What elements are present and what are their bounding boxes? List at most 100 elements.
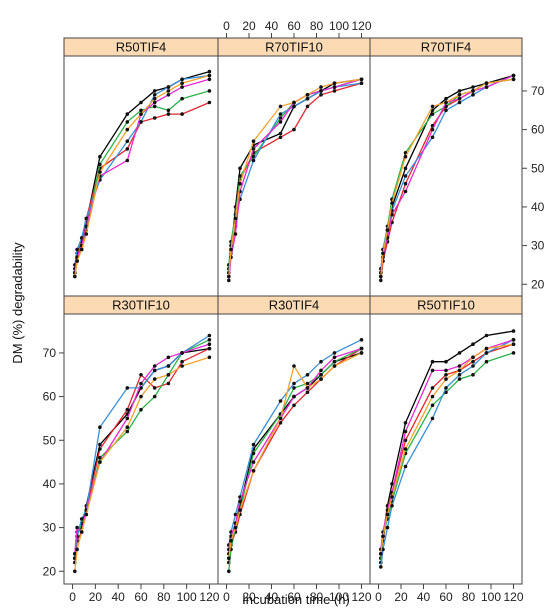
data-point (207, 338, 212, 342)
data-point (139, 120, 143, 124)
series-line (74, 78, 210, 273)
data-point (444, 386, 448, 390)
data-point (305, 373, 310, 377)
data-point (319, 373, 323, 377)
data-point (319, 93, 323, 97)
x-tick-label: 100 (177, 590, 197, 604)
data-point (251, 154, 256, 159)
data-point (359, 338, 364, 342)
data-point (75, 247, 79, 252)
x-tick-label: 0 (375, 590, 382, 604)
data-point (305, 386, 310, 390)
series-line (228, 82, 362, 273)
data-point (207, 342, 212, 347)
data-point (152, 386, 157, 390)
data-point (251, 442, 256, 447)
series-line (380, 330, 514, 554)
data-point (292, 394, 296, 399)
x-tick-label: 80 (157, 590, 171, 604)
data-point (403, 174, 408, 178)
data-point (207, 89, 212, 93)
data-point (292, 100, 296, 105)
data-point (484, 351, 489, 355)
y-tick-label: 30 (43, 521, 57, 535)
data-point (444, 373, 448, 377)
data-point (457, 373, 462, 377)
x-tick-label: 80 (310, 19, 324, 33)
data-point (305, 93, 310, 97)
data-point (251, 451, 256, 456)
data-point (227, 569, 231, 574)
data-point (139, 108, 143, 113)
y-tick-label: 40 (531, 200, 545, 214)
data-point (430, 416, 435, 421)
data-point (430, 104, 435, 109)
data-point (319, 359, 323, 364)
data-point (152, 364, 157, 368)
panel-frame (369, 55, 523, 297)
data-point (152, 377, 157, 381)
data-point (152, 96, 157, 101)
panel-strip-label: R50TIF4 (116, 40, 167, 55)
data-point (229, 538, 233, 543)
data-point (125, 416, 130, 421)
data-point (403, 181, 408, 186)
panel-R50TIF10: R50TIF10 (369, 295, 523, 585)
data-point (125, 139, 130, 143)
x-tick-label: 0 (69, 590, 76, 604)
series-line (228, 339, 362, 546)
data-point (332, 85, 337, 89)
data-point (180, 364, 184, 368)
data-point (227, 278, 231, 283)
data-point (430, 394, 435, 399)
x-tick-label: 20 (89, 590, 103, 604)
data-point (84, 216, 89, 221)
data-point (229, 247, 233, 252)
data-point (319, 368, 323, 373)
data-point (278, 116, 283, 120)
data-point (379, 565, 383, 569)
data-point (430, 386, 435, 390)
panel-R70TIF10: R70TIF10 (217, 37, 371, 297)
data-point (75, 525, 79, 530)
data-point (332, 351, 337, 355)
data-point (390, 482, 394, 486)
data-point (305, 96, 310, 101)
data-point (152, 116, 157, 120)
data-point (238, 508, 242, 512)
data-point (152, 368, 157, 373)
panel-strip-label: R50TIF10 (417, 298, 475, 313)
data-point (79, 236, 84, 240)
data-point (251, 139, 256, 143)
data-point (390, 504, 394, 508)
data-point (251, 469, 256, 473)
data-point (332, 81, 337, 85)
panel-R30TIF4: R30TIF4 (217, 295, 371, 585)
data-point (430, 135, 435, 140)
data-point (278, 416, 283, 421)
data-point (139, 381, 143, 386)
x-tick-label: 40 (417, 590, 431, 604)
data-point (166, 381, 171, 386)
x-tick-label: 20 (242, 19, 256, 33)
data-point (484, 359, 489, 364)
data-point (319, 377, 323, 381)
data-point (390, 201, 394, 205)
y-tick-label: 30 (531, 239, 545, 253)
data-point (403, 438, 408, 443)
data-point (125, 158, 130, 163)
data-point (292, 381, 296, 386)
x-tick-label: 100 (329, 590, 349, 604)
x-tick-label: 0 (223, 590, 230, 604)
data-point (511, 329, 516, 333)
data-point (125, 386, 130, 390)
data-point (73, 569, 77, 574)
x-tick-label: 120 (199, 590, 219, 604)
data-point (207, 73, 212, 78)
data-point (98, 170, 102, 174)
x-tick-label: 20 (394, 590, 408, 604)
data-point (430, 403, 435, 408)
x-tick-label: 100 (481, 590, 501, 604)
data-point (403, 154, 408, 159)
data-point (238, 174, 242, 178)
